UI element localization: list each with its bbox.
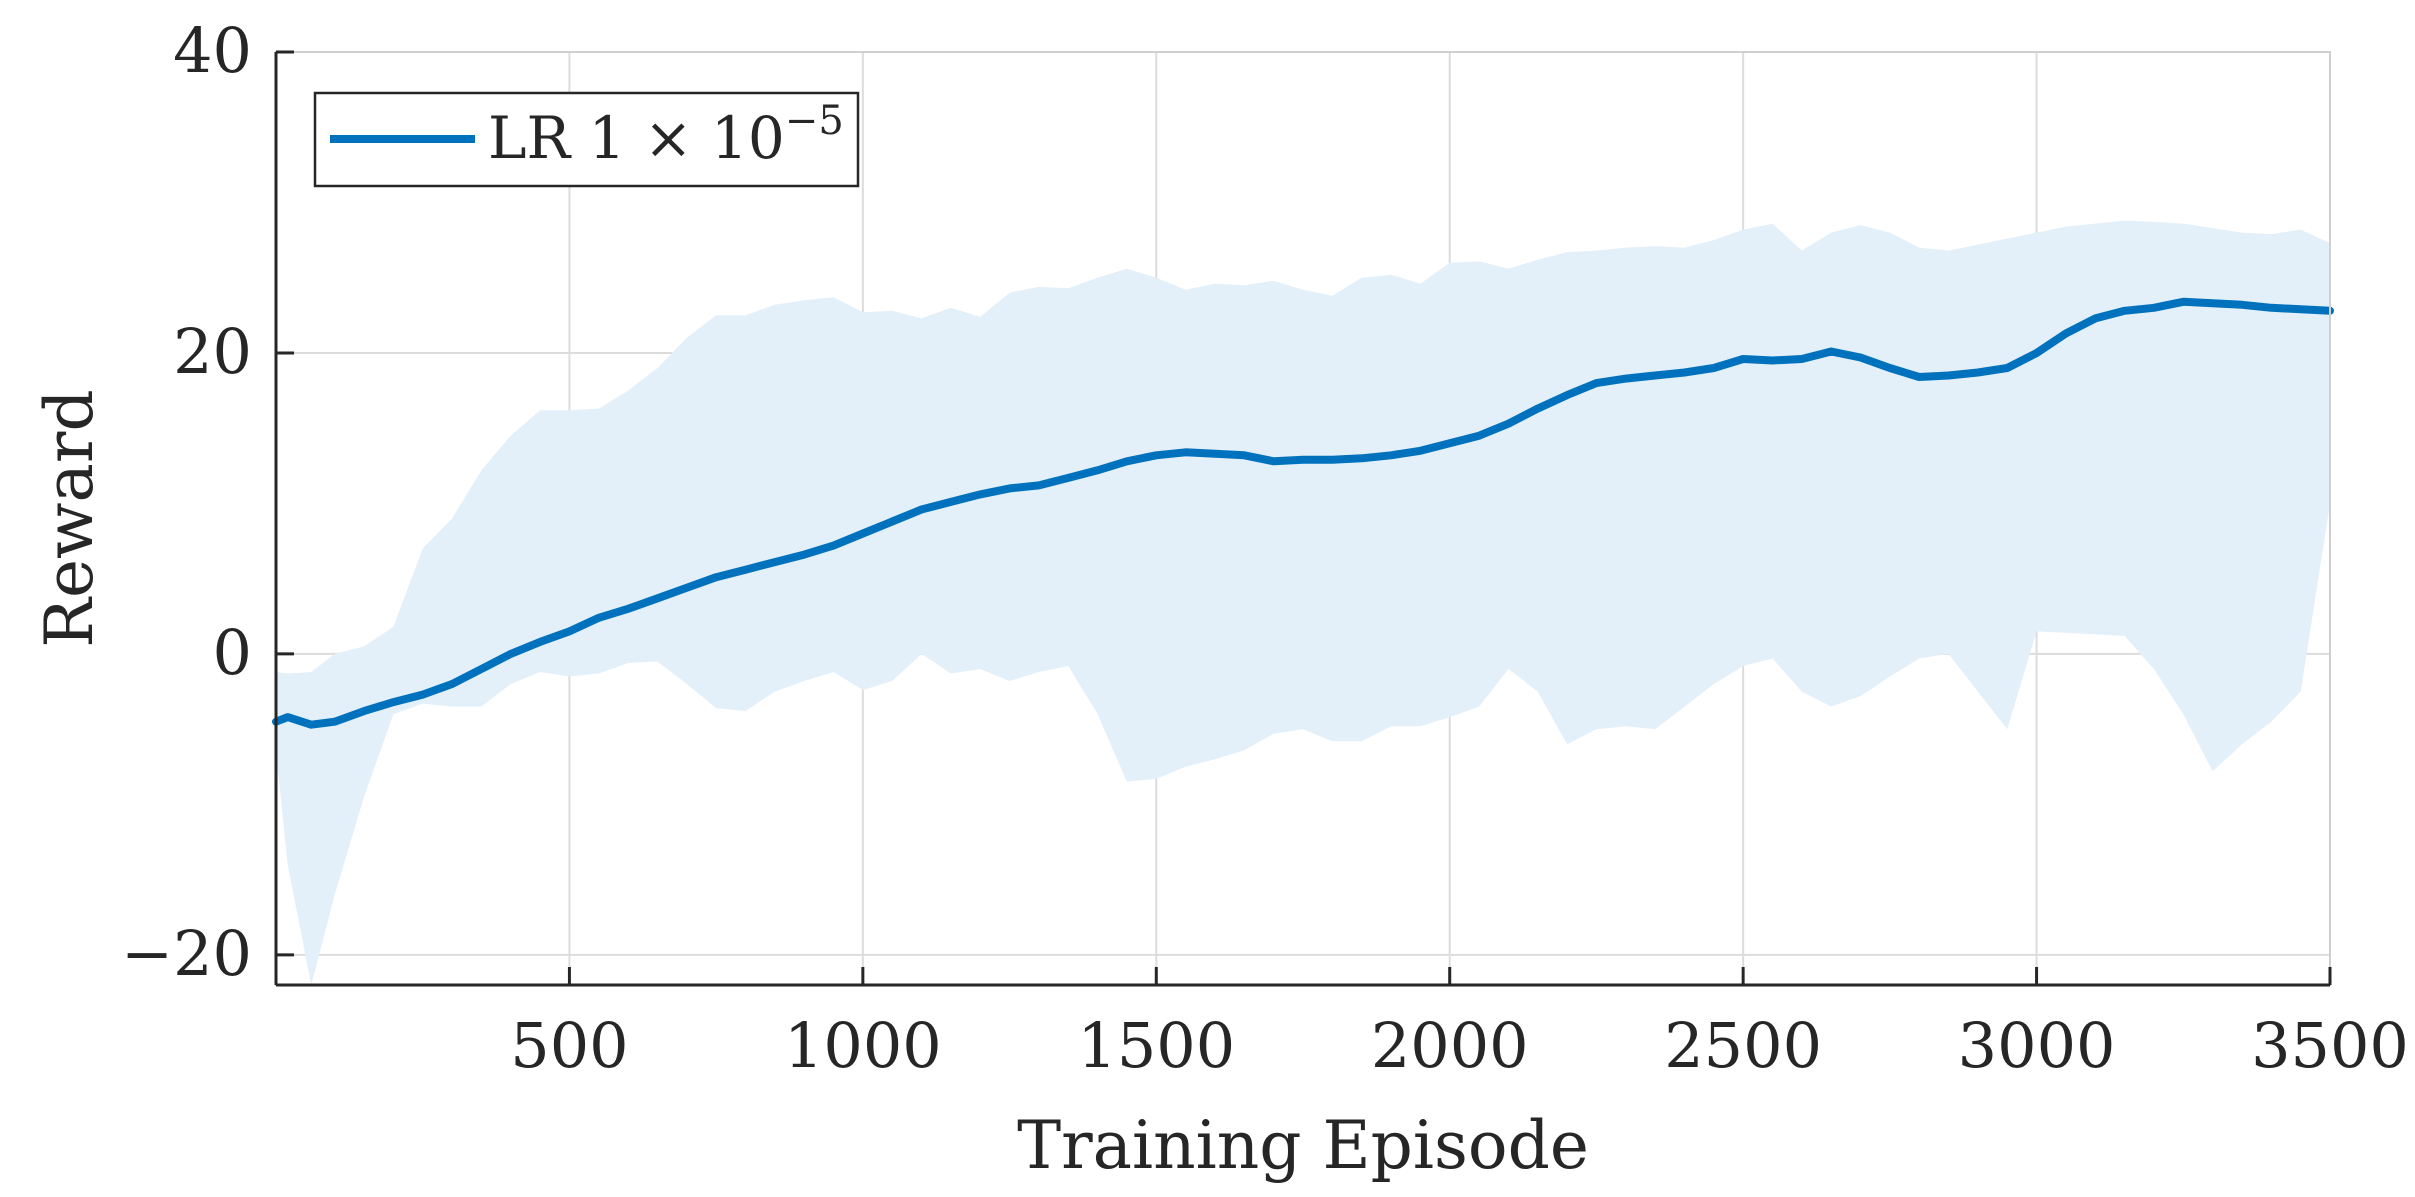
y-tick-labels: −20 0 20 40 (121, 14, 252, 990)
x-tick-label-2: 1500 (1077, 1009, 1235, 1082)
legend-label-exponent: −5 (785, 98, 844, 144)
plot-area (272, 220, 2334, 985)
x-tick-labels: 500 1000 1500 2000 2500 3000 3500 (510, 1009, 2409, 1082)
legend-entry-label: LR 1 × 10−5 (488, 98, 844, 172)
legend-label-main: LR 1 × 10 (488, 104, 785, 172)
legend: LR 1 × 10−5 (313, 91, 860, 188)
x-tick-label-4: 2500 (1664, 1009, 1822, 1082)
y-tick-label-3: 40 (173, 14, 252, 87)
y-axis-label: Reward (31, 389, 108, 647)
x-tick-label-6: 3500 (2251, 1009, 2409, 1082)
y-tick-label-0: −20 (121, 917, 252, 990)
x-tick-label-5: 3000 (1958, 1009, 2116, 1082)
x-tick-label-3: 2000 (1371, 1009, 1529, 1082)
axes (274, 50, 2332, 987)
reward-band (276, 220, 2330, 985)
x-tick-label-1: 1000 (784, 1009, 942, 1082)
reward-line (272, 297, 2334, 729)
x-axis-label: Training Episode (1017, 1107, 1589, 1184)
y-tick-label-2: 20 (173, 315, 252, 388)
x-tick-label-0: 500 (510, 1009, 628, 1082)
y-tick-label-1: 0 (213, 616, 252, 689)
